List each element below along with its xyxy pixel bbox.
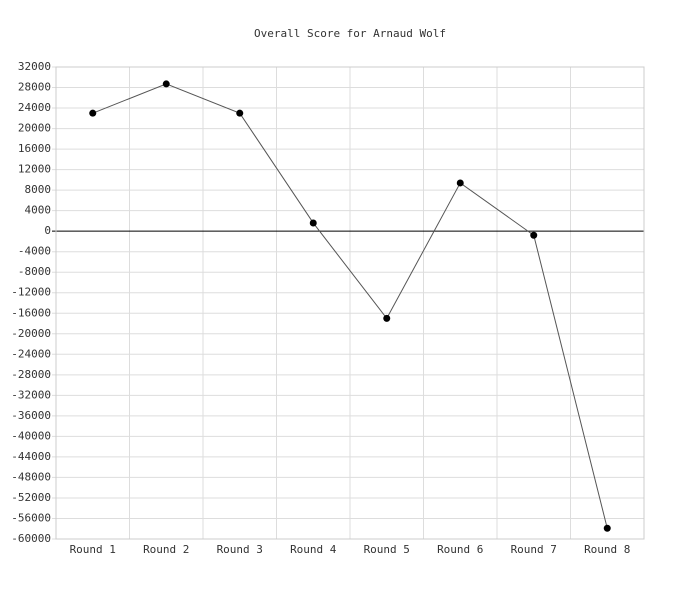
y-tick-label: 16000 — [18, 142, 51, 155]
x-tick-label: Round 4 — [290, 543, 337, 556]
y-tick-label: 32000 — [18, 60, 51, 73]
point — [530, 231, 538, 239]
y-tick-label: -48000 — [11, 470, 51, 483]
point — [236, 109, 244, 117]
y-tick-label: -36000 — [11, 409, 51, 422]
y-tick-label: 8000 — [25, 183, 52, 196]
y-tick-label: 12000 — [18, 163, 51, 176]
y-tick-label: -20000 — [11, 327, 51, 340]
point — [456, 179, 464, 187]
point — [603, 524, 611, 532]
x-tick-label: Round 5 — [364, 543, 410, 556]
x-tick-label: Round 2 — [143, 543, 189, 556]
y-tick-label: 0 — [44, 224, 51, 237]
plot-border — [55, 66, 645, 540]
x-tick-label: Round 7 — [511, 543, 557, 556]
chart-title: Overall Score for Arnaud Wolf — [254, 27, 446, 40]
y-tick-label: -56000 — [11, 511, 51, 524]
y-tick-label: 28000 — [18, 81, 51, 94]
y-tick-label: 24000 — [18, 101, 51, 114]
x-tick-label: Round 8 — [584, 543, 630, 556]
y-tick-label: 4000 — [25, 204, 52, 217]
y-tick-label: -44000 — [11, 450, 51, 463]
x-tick-label: Round 3 — [217, 543, 263, 556]
y-tick-label: 20000 — [18, 122, 51, 135]
y-tick-label: -12000 — [11, 286, 51, 299]
y-tick-label: -24000 — [11, 347, 51, 360]
point — [89, 109, 97, 117]
y-tick-label: -16000 — [11, 306, 51, 319]
y-tick-label: -40000 — [11, 429, 51, 442]
x-tick-label: Round 1 — [70, 543, 116, 556]
x-tick-label: Round 6 — [437, 543, 483, 556]
series-line — [92, 83, 608, 529]
y-tick-label: -4000 — [18, 245, 51, 258]
point — [383, 314, 391, 322]
y-tick-label: -60000 — [11, 532, 51, 545]
y-tick-label: -52000 — [11, 491, 51, 504]
point — [309, 219, 317, 227]
point — [162, 80, 170, 88]
y-tick-label: -28000 — [11, 368, 51, 381]
y-tick-label: -8000 — [18, 265, 51, 278]
y-tick-label: -32000 — [11, 388, 51, 401]
